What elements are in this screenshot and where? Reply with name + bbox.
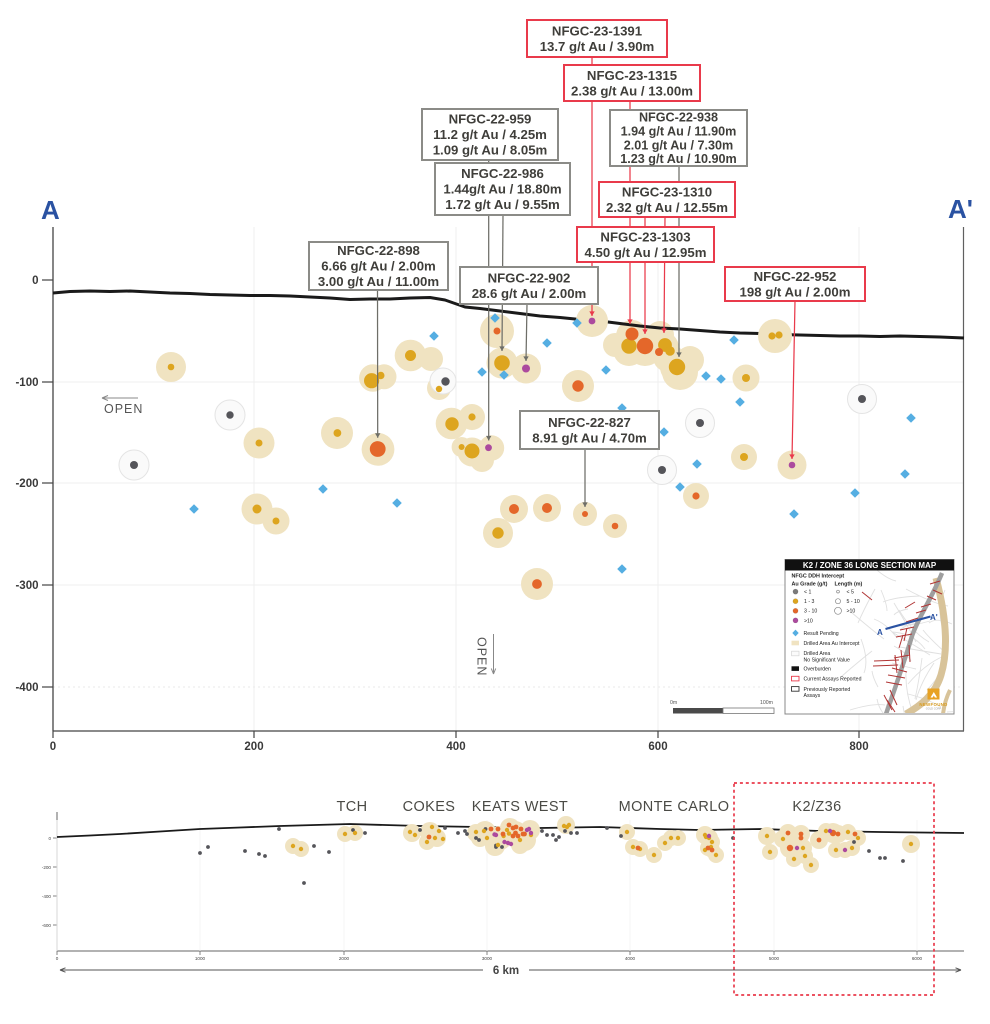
svg-text:4.50 g/t Au / 12.95m: 4.50 g/t Au / 12.95m bbox=[585, 245, 707, 260]
svg-text:-400: -400 bbox=[15, 682, 38, 694]
svg-text:K2/Z36: K2/Z36 bbox=[792, 799, 841, 815]
svg-text:NFGC-22-959: NFGC-22-959 bbox=[449, 112, 532, 127]
svg-text:>10: >10 bbox=[847, 609, 856, 615]
svg-text:13.7 g/t Au / 3.90m: 13.7 g/t Au / 3.90m bbox=[540, 39, 655, 54]
svg-text:200: 200 bbox=[244, 741, 263, 753]
svg-text:6.66 g/t Au / 2.00m: 6.66 g/t Au / 2.00m bbox=[321, 259, 436, 274]
svg-text:Au Grade (g/t): Au Grade (g/t) bbox=[792, 582, 828, 588]
svg-text:OPEN: OPEN bbox=[104, 402, 143, 416]
svg-text:400: 400 bbox=[446, 741, 465, 753]
svg-text:6 km: 6 km bbox=[493, 965, 519, 977]
svg-text:1.23 g/t Au / 10.90m: 1.23 g/t Au / 10.90m bbox=[620, 152, 736, 166]
svg-text:2.32 g/t Au / 12.55m: 2.32 g/t Au / 12.55m bbox=[606, 200, 728, 215]
svg-text:NFGC-22-898: NFGC-22-898 bbox=[337, 243, 420, 258]
svg-text:Current Assays Reported: Current Assays Reported bbox=[804, 677, 862, 683]
svg-text:NFGC-22-952: NFGC-22-952 bbox=[754, 269, 837, 284]
svg-text:NFGC-23-1303: NFGC-23-1303 bbox=[600, 229, 690, 244]
svg-text:Drilled Area: Drilled Area bbox=[804, 651, 831, 657]
svg-text:3.00 g/t Au / 11.00m: 3.00 g/t Au / 11.00m bbox=[318, 274, 439, 289]
svg-text:0: 0 bbox=[32, 275, 38, 287]
svg-text:1000: 1000 bbox=[195, 956, 206, 961]
svg-text:Drilled Area Au Intercept: Drilled Area Au Intercept bbox=[804, 641, 860, 647]
svg-text:28.6 g/t Au / 2.00m: 28.6 g/t Au / 2.00m bbox=[472, 286, 587, 301]
svg-text:600: 600 bbox=[648, 741, 667, 753]
svg-text:NFGC-22-902: NFGC-22-902 bbox=[488, 270, 571, 285]
svg-text:A: A bbox=[877, 628, 883, 637]
svg-text:1.94 g/t Au / 11.90m: 1.94 g/t Au / 11.90m bbox=[621, 125, 737, 139]
svg-text:No Significant Value: No Significant Value bbox=[804, 657, 850, 663]
svg-text:< 5: < 5 bbox=[847, 590, 854, 596]
svg-text:NFGC-22-986: NFGC-22-986 bbox=[461, 166, 544, 181]
svg-text:-300: -300 bbox=[15, 580, 38, 592]
svg-text:-200: -200 bbox=[15, 478, 38, 490]
svg-text:A': A' bbox=[930, 613, 938, 622]
svg-text:-100: -100 bbox=[15, 377, 38, 389]
svg-text:1.72 g/t Au / 9.55m: 1.72 g/t Au / 9.55m bbox=[445, 197, 560, 212]
svg-text:0: 0 bbox=[48, 836, 51, 841]
svg-text:NFGC-22-827: NFGC-22-827 bbox=[548, 415, 631, 430]
svg-text:3000: 3000 bbox=[482, 956, 493, 961]
svg-text:4000: 4000 bbox=[625, 956, 636, 961]
svg-text:-200: -200 bbox=[42, 865, 52, 870]
svg-text:6000: 6000 bbox=[912, 956, 923, 961]
svg-text:0: 0 bbox=[56, 956, 59, 961]
svg-text:8.91 g/t Au / 4.70m: 8.91 g/t Au / 4.70m bbox=[532, 430, 647, 445]
svg-text:0m: 0m bbox=[670, 700, 677, 706]
svg-text:GOLD CORP: GOLD CORP bbox=[926, 707, 942, 711]
svg-text:>10: >10 bbox=[804, 618, 813, 624]
svg-text:1.44g/t Au / 18.80m: 1.44g/t Au / 18.80m bbox=[443, 182, 561, 197]
svg-text:NEWFOUND: NEWFOUND bbox=[919, 702, 947, 707]
svg-text:2.01 g/t Au / 7.30m: 2.01 g/t Au / 7.30m bbox=[624, 138, 733, 152]
svg-text:TCH: TCH bbox=[336, 799, 367, 815]
svg-text:K2 / ZONE 36 LONG SECTION MAP: K2 / ZONE 36 LONG SECTION MAP bbox=[803, 561, 937, 570]
svg-text:A': A' bbox=[948, 194, 973, 224]
svg-text:MONTE CARLO: MONTE CARLO bbox=[619, 799, 730, 815]
svg-text:1.09 g/t Au / 8.05m: 1.09 g/t Au / 8.05m bbox=[433, 143, 548, 158]
svg-text:3 - 10: 3 - 10 bbox=[804, 609, 817, 615]
svg-text:NFGC-23-1315: NFGC-23-1315 bbox=[587, 68, 677, 83]
svg-text:0: 0 bbox=[50, 741, 56, 753]
svg-text:2.38 g/t Au / 13.00m: 2.38 g/t Au / 13.00m bbox=[571, 83, 693, 98]
svg-text:-400: -400 bbox=[42, 894, 52, 899]
svg-text:Assays: Assays bbox=[804, 693, 821, 699]
svg-text:NFGC-23-1310: NFGC-23-1310 bbox=[622, 184, 712, 199]
svg-text:< 1: < 1 bbox=[804, 590, 811, 596]
svg-text:5000: 5000 bbox=[769, 956, 780, 961]
svg-text:COKES: COKES bbox=[403, 799, 456, 815]
svg-text:NFGC-22-938: NFGC-22-938 bbox=[639, 111, 718, 125]
svg-text:2000: 2000 bbox=[339, 956, 350, 961]
svg-text:11.2 g/t Au / 4.25m: 11.2 g/t Au / 4.25m bbox=[433, 127, 547, 142]
svg-text:Length (m): Length (m) bbox=[835, 582, 863, 588]
svg-text:100m: 100m bbox=[760, 700, 773, 706]
svg-text:-600: -600 bbox=[42, 923, 52, 928]
svg-text:5 - 10: 5 - 10 bbox=[847, 599, 860, 605]
svg-text:NFGC-23-1391: NFGC-23-1391 bbox=[552, 23, 642, 38]
svg-text:Previously Reported: Previously Reported bbox=[804, 687, 851, 693]
svg-text:800: 800 bbox=[849, 741, 868, 753]
svg-text:198 g/t Au / 2.00m: 198 g/t Au / 2.00m bbox=[740, 284, 851, 299]
svg-text:Overburden: Overburden bbox=[804, 667, 832, 673]
svg-text:OPEN: OPEN bbox=[475, 637, 489, 676]
svg-text:Result Pending: Result Pending bbox=[804, 631, 839, 637]
svg-text:NFGC DDH Intercept: NFGC DDH Intercept bbox=[792, 574, 845, 580]
svg-text:1 - 3: 1 - 3 bbox=[804, 599, 814, 605]
svg-text:A: A bbox=[41, 195, 60, 225]
svg-text:KEATS WEST: KEATS WEST bbox=[472, 799, 568, 815]
